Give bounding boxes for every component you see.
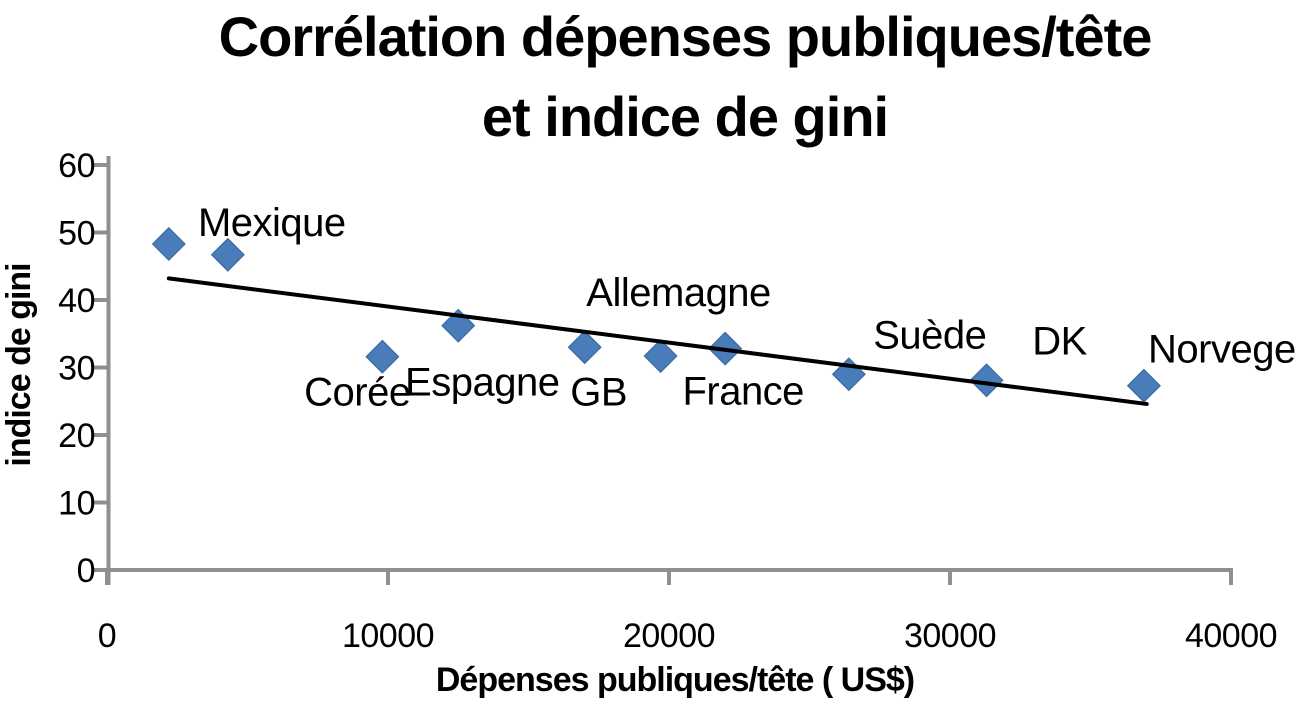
tick-labels-layer: 0 10 20 30 40 50 60 0 10000 20000 30000 40000 [58,147,1277,655]
x-tick-label: 30000 [904,617,996,655]
chart-title-line1: Corrélation dépenses publiques/tête [219,5,1152,68]
x-axis-title: Dépenses publiques/tête ( US$) [436,661,914,699]
data-point-label: Norvege [1148,328,1296,372]
data-point-label: Suède [873,313,986,357]
trendline [166,276,1149,406]
y-tick-label: 50 [58,214,95,252]
y-axis-title: indice de gini [0,263,38,466]
data-point-marker-corée [365,339,400,374]
x-tick-label: 0 [98,617,116,655]
data-point-label: GB [570,370,627,414]
x-tick-label: 40000 [1185,617,1277,655]
data-point-marker-norvege [1126,368,1161,403]
y-tick-label: 40 [58,282,95,320]
y-tick-label: 10 [58,484,95,522]
x-tick-label: 10000 [342,617,434,655]
y-tick-label: 30 [58,349,95,387]
data-point-marker-allemagne [643,338,678,374]
data-point-marker [151,226,186,262]
axes-layer [93,156,1233,585]
data-point-label: Corée [304,371,410,415]
data-point-label: Mexique [198,201,346,245]
data-point-marker-mexique [210,237,245,272]
y-tick-label: 20 [58,417,95,455]
data-point-marker-dk [969,363,1004,398]
y-tick-label: 60 [58,147,95,185]
data-point-label: France [682,370,804,414]
data-point-label: DK [1032,319,1087,363]
chart-title-line2: et indice de gini [482,85,888,148]
y-tick-label: 0 [77,552,95,590]
data-point-label: Espagne [405,361,559,405]
trendline-layer [166,276,1149,406]
x-tick-label: 20000 [623,617,715,655]
data-point-marker-gb [567,330,602,365]
data-point-label: Allemagne [586,271,771,315]
